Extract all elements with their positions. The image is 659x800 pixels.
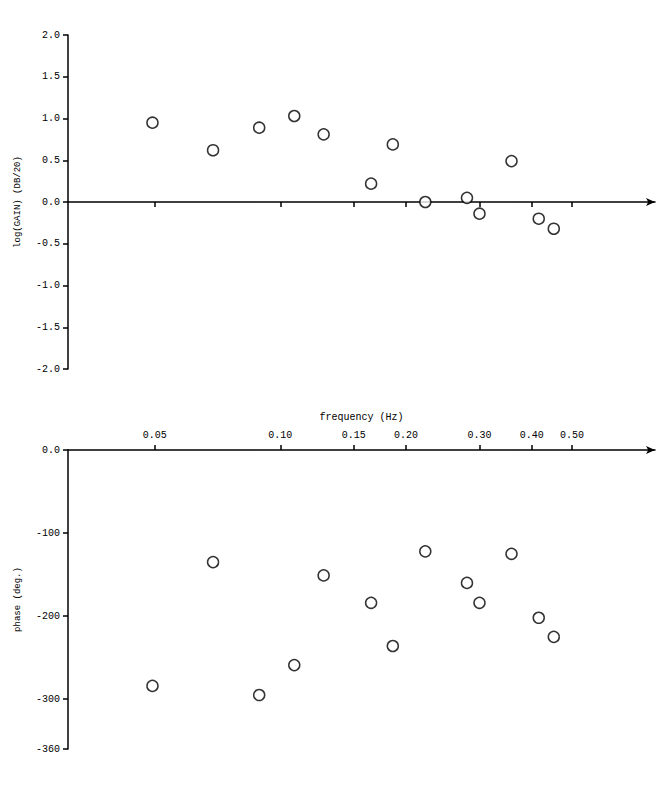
svg-text:-0.5: -0.5 xyxy=(36,238,60,249)
svg-text:-1.5: -1.5 xyxy=(36,322,60,333)
svg-text:1.0: 1.0 xyxy=(42,113,60,124)
svg-text:0.50: 0.50 xyxy=(560,430,584,441)
svg-text:phase (deg.): phase (deg.) xyxy=(13,567,23,632)
svg-text:0.40: 0.40 xyxy=(520,430,544,441)
svg-text:2.0: 2.0 xyxy=(42,30,60,41)
svg-text:-200: -200 xyxy=(36,611,60,622)
svg-text:0.10: 0.10 xyxy=(268,430,292,441)
svg-text:1.5: 1.5 xyxy=(42,71,60,82)
svg-text:-360: -360 xyxy=(36,744,60,755)
svg-text:0.0: 0.0 xyxy=(42,445,60,456)
svg-text:0.0: 0.0 xyxy=(42,197,60,208)
svg-text:-100: -100 xyxy=(36,528,60,539)
svg-text:0.15: 0.15 xyxy=(342,430,366,441)
svg-text:0.05: 0.05 xyxy=(143,430,167,441)
svg-text:-2.0: -2.0 xyxy=(36,364,60,375)
svg-text:log(GAIN) (DB/20): log(GAIN) (DB/20) xyxy=(13,156,23,248)
svg-text:0.5: 0.5 xyxy=(42,155,60,166)
svg-text:0.30: 0.30 xyxy=(467,430,491,441)
svg-text:frequency (Hz): frequency (Hz) xyxy=(319,412,403,423)
svg-text:-300: -300 xyxy=(36,694,60,705)
svg-text:0.20: 0.20 xyxy=(394,430,418,441)
svg-text:-1.0: -1.0 xyxy=(36,280,60,291)
